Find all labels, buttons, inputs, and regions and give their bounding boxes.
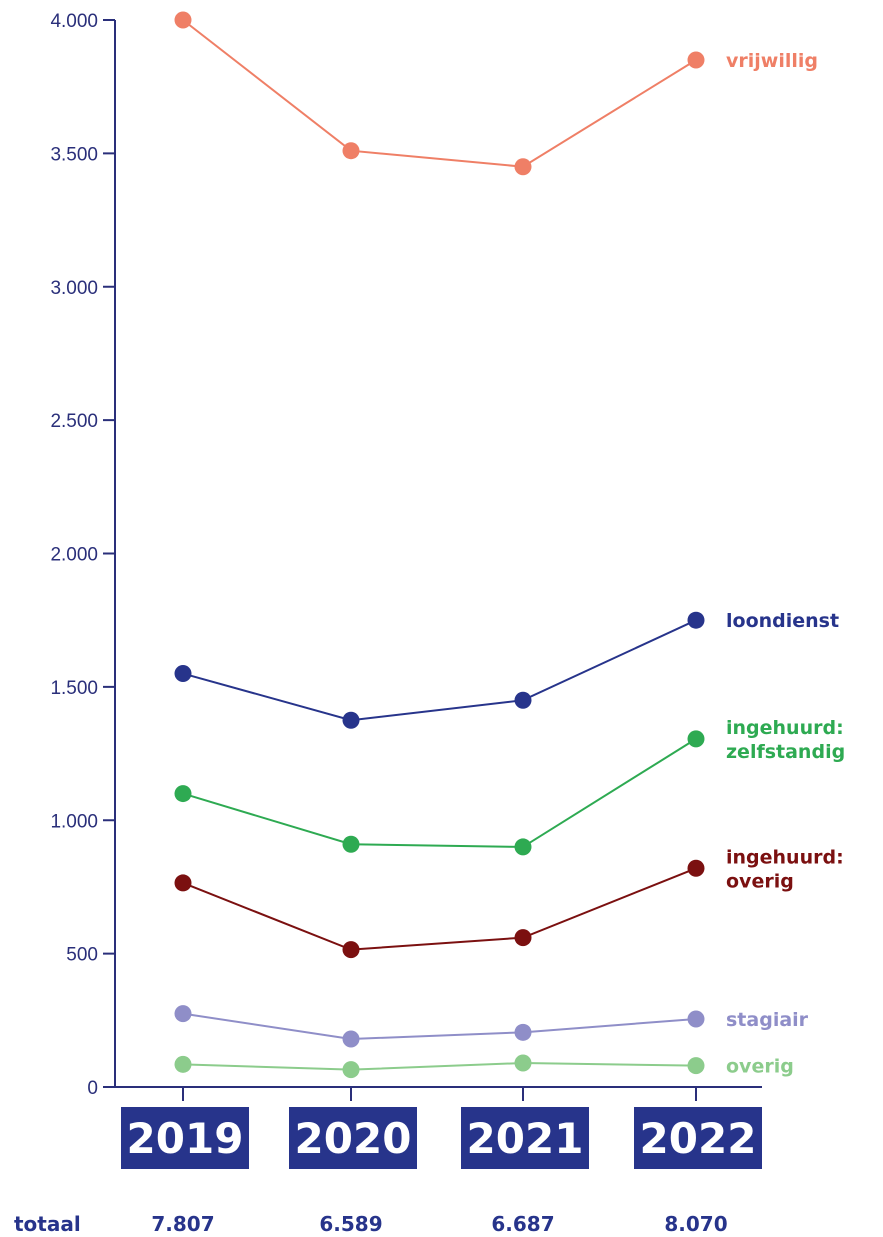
- data-point-ingehuurd-zelfstandig: [342, 835, 360, 853]
- year-box: [289, 1107, 417, 1169]
- total-value: 8.070: [664, 1212, 727, 1236]
- series-label-loondienst: loondienst: [726, 610, 839, 632]
- totals-row: totaal 7.807 6.589 6.687 8.070: [14, 1212, 728, 1236]
- y-tick-label: 3.500: [50, 144, 98, 165]
- data-point-vrijwillig: [514, 158, 532, 176]
- series-label-ingehuurd-zelfstandig: ingehuurd:: [726, 717, 844, 739]
- y-tick-label: 1.000: [50, 811, 98, 832]
- series-label-vrijwillig: vrijwillig: [726, 50, 818, 72]
- y-tick-label: 2.500: [50, 411, 98, 432]
- data-point-stagiair: [687, 1010, 705, 1028]
- series-line-overig: [182, 1061, 697, 1071]
- data-point-overig: [514, 1054, 532, 1072]
- data-point-ingehuurd-overig: [514, 929, 532, 947]
- data-point-overig: [342, 1061, 360, 1079]
- y-tick-label: 3.000: [50, 278, 98, 299]
- year-labels: 2019 2020 2021 2022: [121, 1107, 762, 1169]
- data-point-loondienst: [514, 691, 532, 709]
- data-point-overig: [174, 1055, 192, 1073]
- y-tick-label: 2.000: [50, 545, 98, 566]
- year-label: 2019: [127, 1114, 244, 1163]
- series-labels: vrijwilligloondienstingehuurd:zelfstandi…: [726, 50, 845, 1078]
- data-point-stagiair: [342, 1030, 360, 1048]
- total-value: 6.687: [491, 1212, 554, 1236]
- data-point-loondienst: [174, 665, 192, 683]
- data-point-loondienst: [687, 611, 705, 629]
- x-axis: [115, 1086, 762, 1101]
- total-value: 6.589: [319, 1212, 382, 1236]
- series-group: [174, 11, 705, 1079]
- series-line-vrijwillig: [182, 19, 697, 168]
- data-point-ingehuurd-zelfstandig: [687, 730, 705, 748]
- data-point-stagiair: [174, 1005, 192, 1023]
- year-box: [634, 1107, 762, 1169]
- year-label: 2022: [640, 1114, 757, 1163]
- data-point-vrijwillig: [174, 11, 192, 29]
- series-label-ingehuurd-overig: ingehuurd:: [726, 846, 844, 868]
- year-box: [121, 1107, 249, 1169]
- data-point-vrijwillig: [342, 142, 360, 160]
- data-point-ingehuurd-overig: [342, 941, 360, 959]
- y-tick-label: 4.000: [50, 11, 98, 32]
- series-label-overig: overig: [726, 1056, 794, 1078]
- totals-label: totaal: [14, 1212, 81, 1236]
- data-point-vrijwillig: [687, 51, 705, 69]
- y-tick-label: 1.500: [50, 678, 98, 699]
- data-point-ingehuurd-overig: [687, 859, 705, 877]
- total-value: 7.807: [151, 1212, 214, 1236]
- series-label-ingehuurd-zelfstandig: zelfstandig: [726, 741, 845, 763]
- data-point-loondienst: [342, 711, 360, 729]
- y-axis: 0 500 1.000 1.500 2.000 2.500 3.000 3.500 4.000: [50, 11, 116, 1099]
- year-box: [461, 1107, 589, 1169]
- series-label-ingehuurd-overig: overig: [726, 870, 794, 892]
- data-point-ingehuurd-zelfstandig: [514, 838, 532, 856]
- year-label: 2021: [467, 1114, 584, 1163]
- data-point-ingehuurd-zelfstandig: [174, 785, 192, 803]
- series-line-loondienst: [182, 619, 697, 722]
- y-tick-label: 0: [87, 1078, 98, 1099]
- data-point-ingehuurd-overig: [174, 874, 192, 892]
- y-tick-label: 500: [66, 945, 98, 966]
- series-line-stagiair: [182, 1012, 697, 1040]
- series-line-ingehuurd-zelfstandig: [182, 738, 697, 848]
- data-point-stagiair: [514, 1023, 532, 1041]
- series-line-ingehuurd-overig: [182, 867, 697, 951]
- data-point-overig: [687, 1057, 705, 1075]
- series-label-stagiair: stagiair: [726, 1009, 809, 1031]
- year-label: 2020: [295, 1114, 412, 1163]
